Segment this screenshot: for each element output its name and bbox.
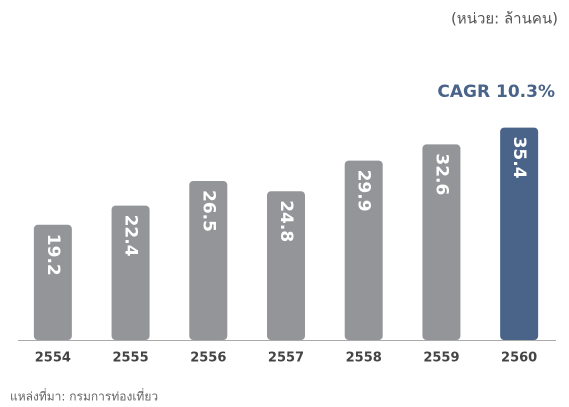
value-label: 32.6 (431, 153, 451, 195)
value-label: 29.9 (354, 170, 374, 212)
value-label: 24.8 (276, 200, 296, 242)
value-label: 35.4 (509, 137, 529, 179)
bar (111, 205, 150, 340)
x-tick-label: 2554 (35, 351, 71, 366)
bar (344, 160, 383, 340)
x-tick-label: 2556 (190, 351, 226, 366)
unit-label: (หน่วย: ล้านคน) (451, 10, 558, 28)
x-tick-label: 2555 (112, 351, 148, 366)
bar (33, 224, 72, 340)
x-tick-label: 2560 (501, 351, 537, 366)
annotation: CAGR 10.3% (437, 82, 555, 102)
value-label: 22.4 (121, 215, 141, 257)
bar (189, 181, 228, 340)
x-tick-label: 2558 (346, 351, 382, 366)
bar (500, 127, 539, 340)
value-label: 19.2 (43, 234, 63, 276)
value-label: 26.5 (198, 190, 218, 232)
bar (267, 191, 305, 340)
bar (422, 144, 461, 340)
source: แหล่งที่มา: กรมการท่องเที่ยว (10, 388, 158, 404)
x-tick-label: 2557 (268, 351, 304, 366)
x-tick-label: 2559 (423, 351, 459, 366)
